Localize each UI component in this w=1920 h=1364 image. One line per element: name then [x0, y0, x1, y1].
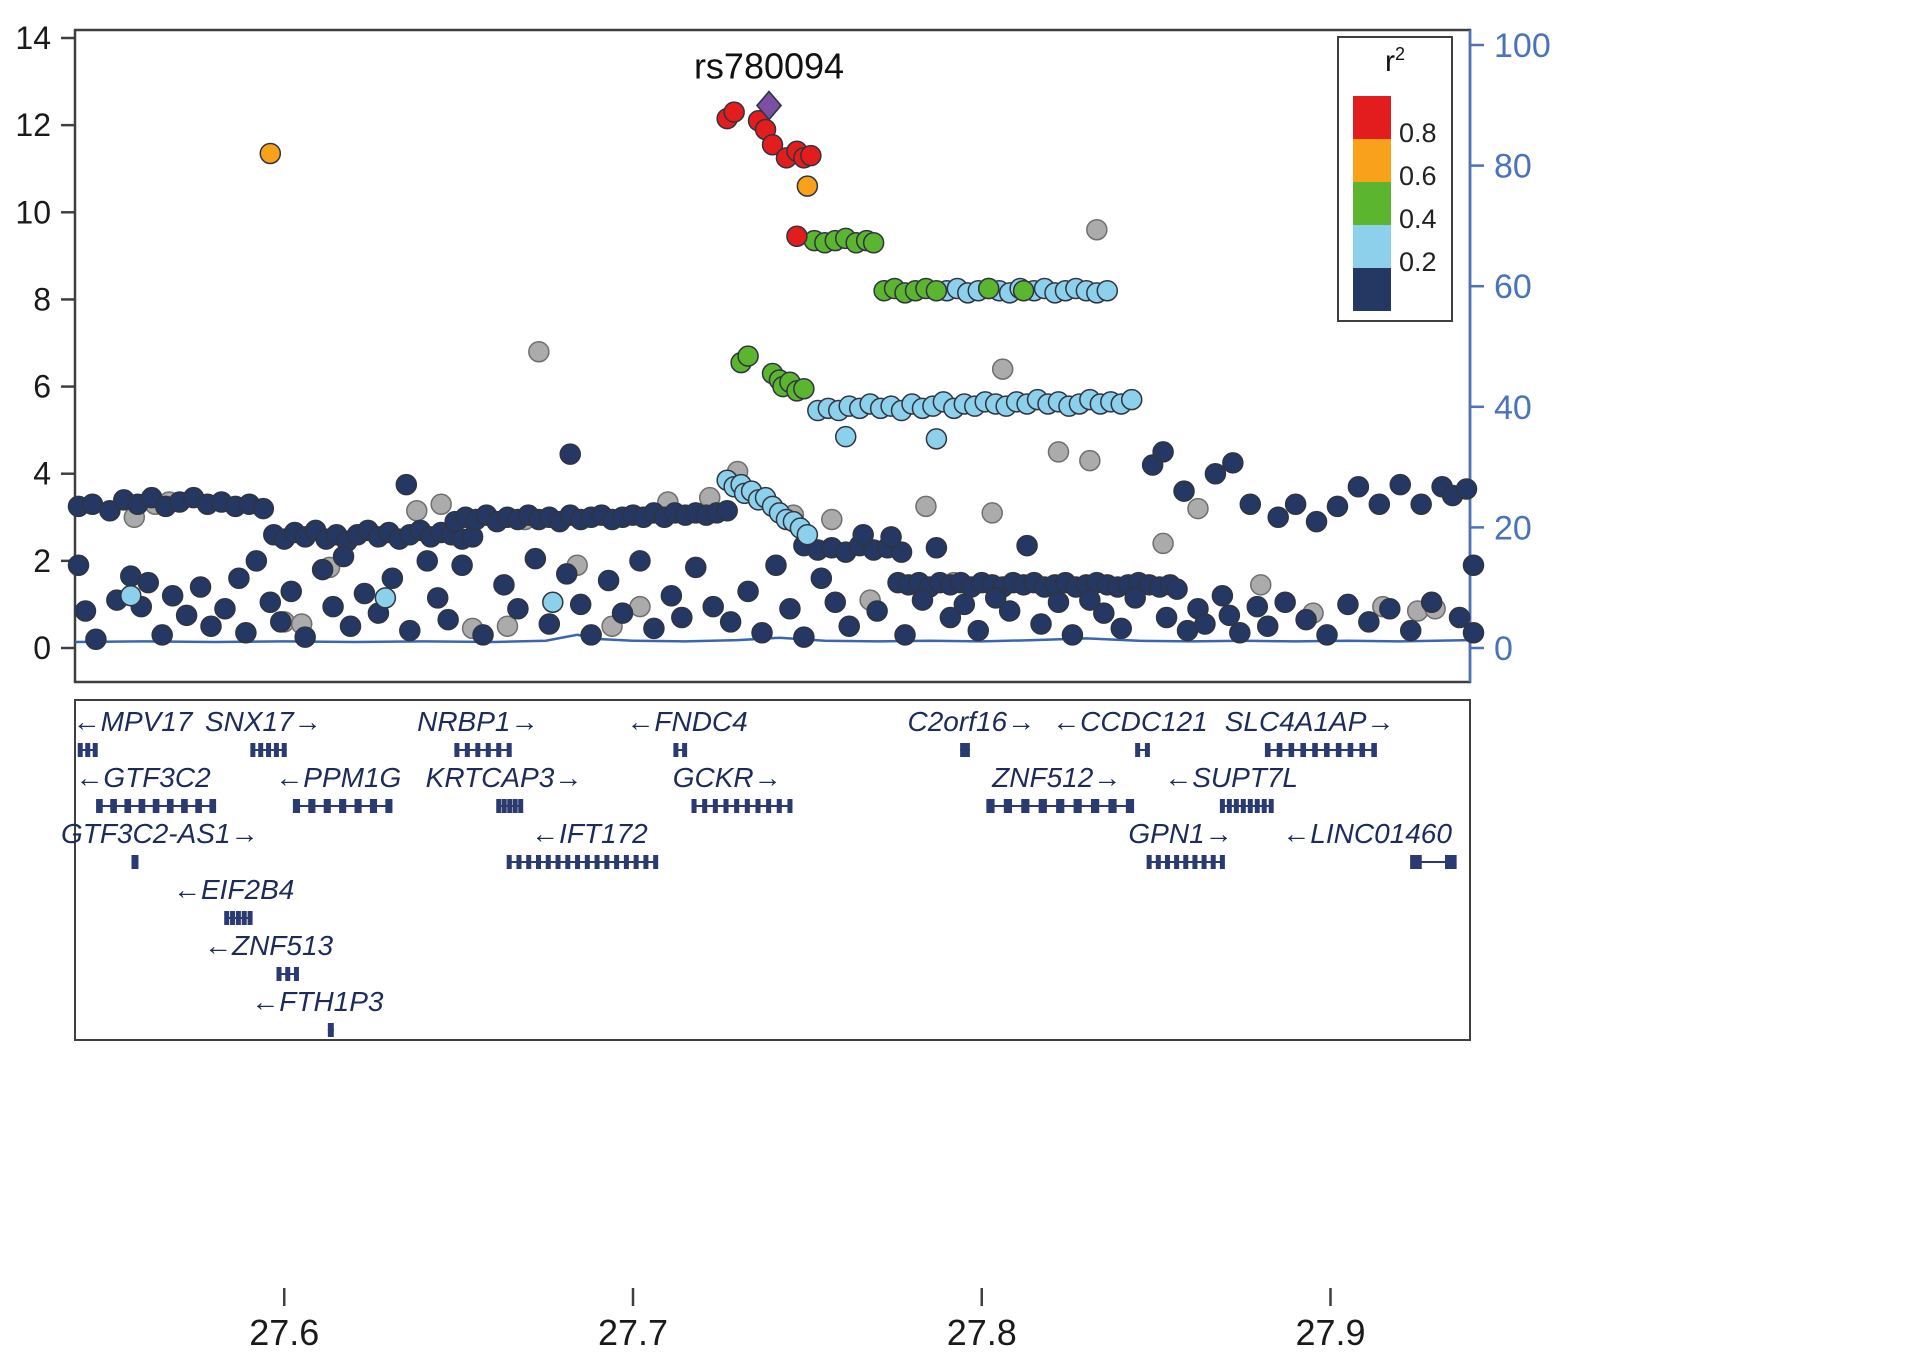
svg-text:12: 12	[15, 107, 51, 143]
svg-text:SNX17→: SNX17→	[205, 706, 322, 737]
svg-text:40: 40	[1494, 389, 1532, 427]
svg-text:KRTCAP3→: KRTCAP3→	[426, 762, 583, 793]
legend-label-0-8: 0.8	[1399, 118, 1437, 148]
svg-text:14: 14	[15, 20, 51, 56]
legend-swatch-column	[1353, 96, 1391, 311]
gene-fndc4: ←FNDC4	[626, 706, 748, 757]
svg-text:80: 80	[1494, 148, 1532, 186]
svg-text:27.8: 27.8	[947, 1312, 1017, 1353]
recombination-line	[74, 633, 1471, 644]
svg-text:C2orf16→: C2orf16→	[907, 706, 1035, 737]
svg-text:←FTH1P3: ←FTH1P3	[251, 986, 384, 1017]
svg-text:←IFT172: ←IFT172	[531, 818, 648, 849]
svg-text:ZNF512→: ZNF512→	[991, 762, 1121, 793]
svg-text:←CCDC121: ←CCDC121	[1052, 706, 1208, 737]
svg-text:0: 0	[33, 630, 51, 666]
series-lead-snp	[755, 90, 783, 121]
gene-eif2b4: ←EIF2B4	[173, 874, 294, 925]
svg-text:GPN1→: GPN1→	[1128, 818, 1232, 849]
gene-ift172: ←IFT172	[506, 818, 659, 869]
gene-znf513: ←ZNF513	[204, 930, 334, 981]
svg-text:←FNDC4: ←FNDC4	[626, 706, 747, 737]
gene-gpn1: GPN1→	[1128, 818, 1233, 869]
svg-text:20: 20	[1494, 509, 1532, 547]
r2-legend: r2 0.8 0.6 0.4 0.2	[1337, 36, 1453, 322]
legend-title-sup: 2	[1394, 44, 1405, 64]
legend-label-0-2: 0.2	[1399, 247, 1437, 277]
legend-label-0-6: 0.6	[1399, 161, 1437, 191]
legend-label-0-4: 0.4	[1399, 204, 1437, 234]
svg-text:27.6: 27.6	[249, 1312, 319, 1353]
svg-text:←SUPT7L: ←SUPT7L	[1164, 762, 1298, 793]
svg-text:GCKR→: GCKR→	[673, 762, 782, 793]
gene-linc01460: ←LINC01460	[1282, 818, 1457, 869]
svg-text:SLC4A1AP→: SLC4A1AP→	[1225, 706, 1395, 737]
scatter-points	[67, 90, 1485, 651]
legend-swatch-orange	[1353, 139, 1391, 182]
svg-text:27.7: 27.7	[598, 1312, 668, 1353]
svg-text:←PPM1G: ←PPM1G	[275, 762, 401, 793]
x-axis: 27.6 27.7 27.8 27.9	[249, 1288, 1366, 1353]
right-axis: 0 20 40 60 80 100	[1470, 27, 1551, 668]
gene-track-panel	[74, 699, 1471, 1041]
gene-krtcap3: KRTCAP3→	[426, 762, 583, 813]
gene-fth1p3: ←FTH1P3	[251, 986, 384, 1037]
gene-gtf3c2-as1: GTF3C2-AS1→	[61, 818, 259, 869]
svg-text:10: 10	[15, 194, 51, 230]
svg-text:4: 4	[33, 456, 51, 492]
svg-text:100: 100	[1494, 27, 1551, 65]
legend-swatch-green	[1353, 182, 1391, 225]
legend-swatch-navy	[1353, 268, 1391, 311]
svg-text:←ZNF513: ←ZNF513	[204, 930, 334, 961]
gene-gtf3c2: ←GTF3C2	[75, 762, 217, 813]
svg-text:GTF3C2-AS1→: GTF3C2-AS1→	[61, 818, 259, 849]
gene-mpv17: ←MPV17	[73, 706, 194, 757]
svg-text:NRBP1→: NRBP1→	[417, 706, 538, 737]
gene-nrbp1: NRBP1→	[417, 706, 538, 757]
svg-text:←GTF3C2: ←GTF3C2	[75, 762, 211, 793]
legend-swatch-red	[1353, 96, 1391, 139]
svg-text:←EIF2B4: ←EIF2B4	[173, 874, 294, 905]
gene-znf512: ZNF512→	[986, 762, 1135, 813]
svg-text:←LINC01460: ←LINC01460	[1282, 818, 1452, 849]
series-r2-0.4-0.6	[730, 227, 1035, 402]
svg-text:6: 6	[33, 369, 51, 405]
svg-text:8: 8	[33, 281, 51, 317]
lead-snp-label: rs780094	[694, 46, 844, 87]
gene-ccdc121: ←CCDC121	[1052, 706, 1208, 757]
gene-snx17: SNX17→	[205, 706, 322, 757]
series-r2-0.8-1.0	[716, 101, 822, 247]
gene-supt7l: ←SUPT7L	[1164, 762, 1298, 813]
gene-gckr: GCKR→	[673, 762, 793, 813]
series-r2-0.6-0.8	[259, 142, 819, 197]
series-r2-0.0-0.2	[67, 441, 1485, 651]
svg-text:60: 60	[1494, 268, 1532, 306]
svg-text:2: 2	[33, 543, 51, 579]
legend-title-text: r	[1384, 45, 1395, 78]
gene-slc4a1ap: SLC4A1AP→	[1225, 706, 1395, 757]
svg-text:rs780094: rs780094	[694, 46, 844, 87]
svg-text:←MPV17: ←MPV17	[73, 706, 194, 737]
gene-ppm1g: ←PPM1G	[275, 762, 401, 813]
legend-swatch-lightblue	[1353, 225, 1391, 268]
legend-title: r2	[1339, 44, 1451, 79]
svg-text:27.9: 27.9	[1295, 1312, 1365, 1353]
left-axis: 0 2 4 6 8 10 12 14	[15, 20, 75, 666]
gene-track: ←MPV17 SNX17→ NRBP1→ ←FNDC4 C2orf16→ ←CCDC121…	[61, 706, 1457, 1037]
svg-text:0: 0	[1494, 630, 1513, 668]
gene-c2orf16: C2orf16→	[907, 706, 1035, 757]
